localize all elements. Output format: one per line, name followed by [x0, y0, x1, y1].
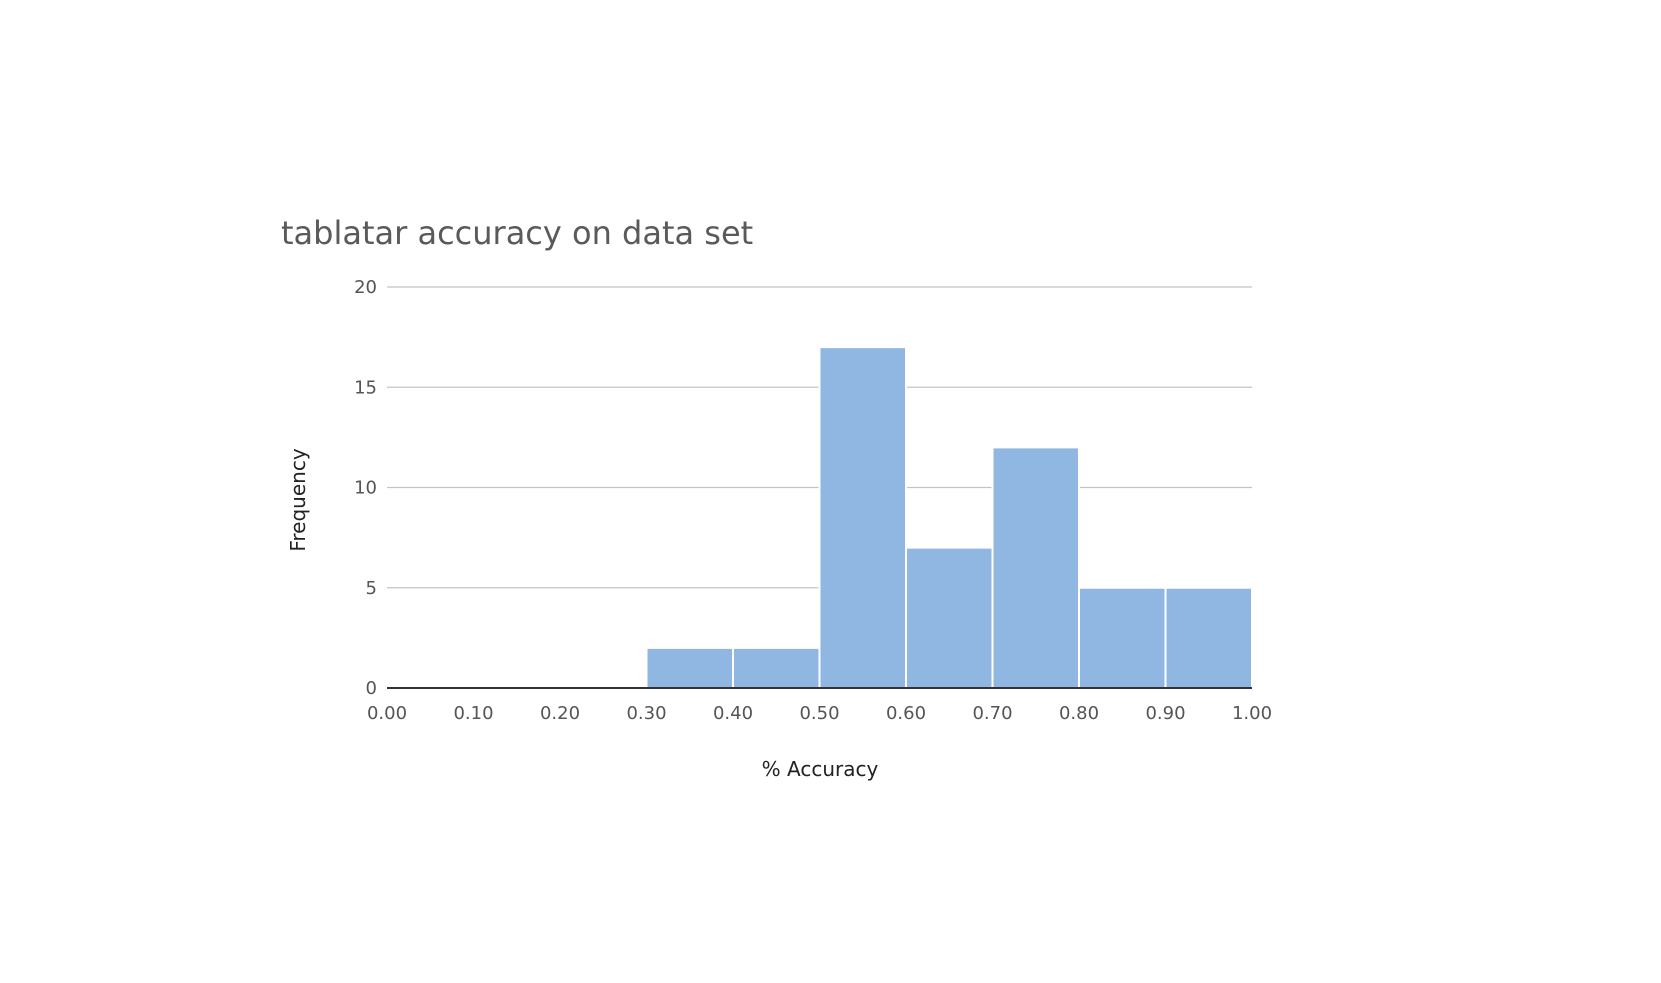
y-axis-tick-labels: 0 5 10 15 20	[354, 277, 377, 699]
x-tick-label: 0.00	[367, 703, 407, 724]
x-tick-label: 0.70	[972, 703, 1012, 724]
x-tick-label: 0.30	[626, 703, 666, 724]
histogram-bar	[818, 346, 907, 689]
x-tick-label: 0.10	[453, 703, 493, 724]
histogram-bars	[645, 346, 1253, 690]
histogram-bar	[645, 646, 734, 690]
x-tick-label: 0.90	[1145, 703, 1185, 724]
y-tick-label: 5	[366, 578, 377, 599]
x-axis-tick-labels: 0.00 0.10 0.20 0.30 0.40 0.50 0.60 0.70 0.80 0.90…	[367, 703, 1272, 724]
histogram-bar	[1078, 586, 1167, 689]
histogram-bar	[905, 546, 994, 690]
histogram-bar	[1164, 586, 1253, 689]
x-tick-label: 0.20	[540, 703, 580, 724]
y-tick-label: 20	[354, 277, 377, 298]
y-tick-label: 0	[366, 678, 377, 699]
y-axis-title: Frequency	[286, 448, 310, 551]
y-tick-label: 15	[354, 377, 377, 398]
x-tick-label: 0.80	[1059, 703, 1099, 724]
histogram-bar	[991, 446, 1080, 689]
chart-title: tablatar accuracy on data set	[281, 214, 753, 252]
histogram-bar	[732, 646, 821, 690]
x-axis-title: % Accuracy	[762, 757, 879, 781]
y-tick-label: 10	[354, 478, 377, 499]
x-tick-label: 1.00	[1232, 703, 1272, 724]
x-tick-label: 0.50	[799, 703, 839, 724]
x-tick-label: 0.40	[713, 703, 753, 724]
x-tick-label: 0.60	[886, 703, 926, 724]
